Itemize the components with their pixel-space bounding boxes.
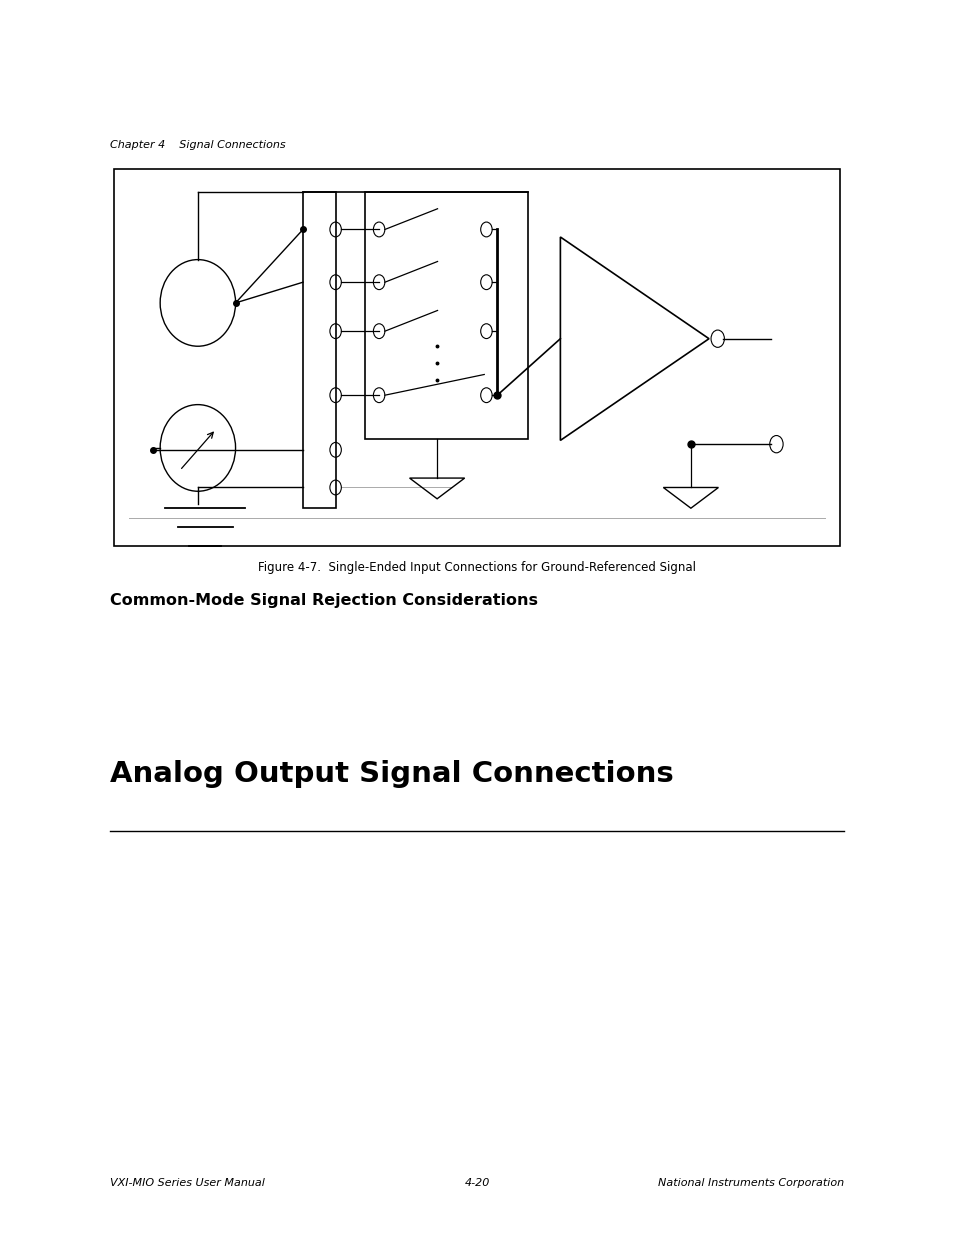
- Text: National Instruments Corporation: National Instruments Corporation: [658, 1178, 843, 1188]
- Bar: [114, 169, 839, 546]
- Bar: [303, 191, 335, 509]
- Text: Chapter 4    Signal Connections: Chapter 4 Signal Connections: [110, 140, 285, 149]
- Text: Analog Output Signal Connections: Analog Output Signal Connections: [110, 760, 673, 788]
- Text: Figure 4-7.  Single-Ended Input Connections for Ground-Referenced Signal: Figure 4-7. Single-Ended Input Connectio…: [257, 561, 696, 574]
- Text: 4-20: 4-20: [464, 1178, 489, 1188]
- Text: Common-Mode Signal Rejection Considerations: Common-Mode Signal Rejection Considerati…: [110, 593, 537, 608]
- Bar: [364, 191, 527, 438]
- Text: VXI-MIO Series User Manual: VXI-MIO Series User Manual: [110, 1178, 264, 1188]
